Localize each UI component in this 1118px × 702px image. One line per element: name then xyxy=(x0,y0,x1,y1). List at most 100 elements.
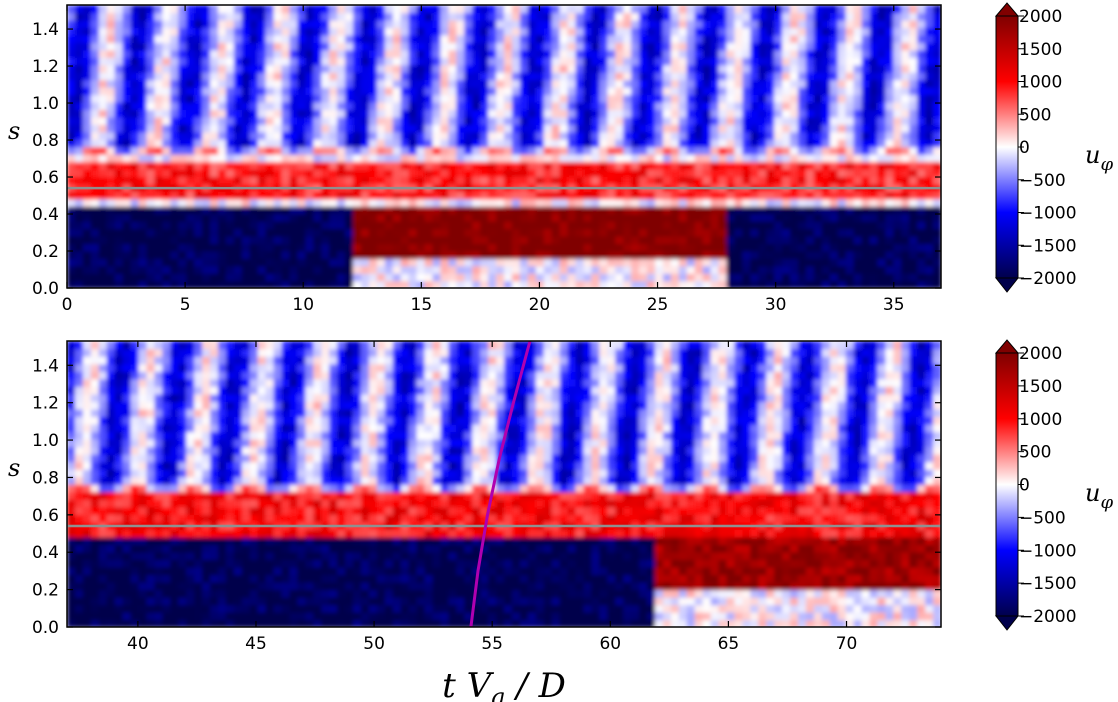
heatmap-cell xyxy=(480,19,489,29)
heatmap-cell xyxy=(694,64,704,73)
heatmap-cell xyxy=(114,258,124,267)
heatmap-cell xyxy=(742,176,752,185)
heatmap-cell xyxy=(456,198,465,207)
heatmap-cell xyxy=(90,446,100,455)
heatmap-cell xyxy=(925,258,934,267)
heatmap-cell xyxy=(670,168,680,177)
heatmap-cell xyxy=(750,139,759,148)
heatmap-cell xyxy=(257,161,267,170)
heatmap-cell xyxy=(575,228,585,237)
heatmap-cell xyxy=(82,453,92,463)
heatmap-cell xyxy=(98,124,108,133)
heatmap-cell xyxy=(480,153,489,163)
heatmap-cell xyxy=(218,363,227,372)
heatmap-cell xyxy=(162,250,171,259)
heatmap-cell xyxy=(662,235,672,245)
heatmap-cell xyxy=(146,258,156,267)
heatmap-cell xyxy=(829,86,839,96)
heatmap-cell xyxy=(225,64,235,73)
heatmap-cell xyxy=(90,176,100,185)
heatmap-cell xyxy=(345,213,354,222)
heatmap-cell xyxy=(607,34,616,43)
heatmap-cell xyxy=(845,19,855,29)
heatmap-cell xyxy=(225,49,235,58)
heatmap-cell xyxy=(559,101,569,110)
heatmap-cell xyxy=(376,221,386,230)
heatmap-cell xyxy=(782,258,791,267)
heatmap-cell xyxy=(400,27,410,36)
heatmap-cell xyxy=(98,574,108,583)
heatmap-cell xyxy=(821,42,831,51)
heatmap-cell xyxy=(527,27,537,36)
heatmap-cell xyxy=(798,19,807,29)
heatmap-cell xyxy=(782,131,791,140)
heatmap-cell xyxy=(130,499,140,508)
heatmap-cell xyxy=(567,57,577,66)
heatmap-cell xyxy=(106,544,116,553)
heatmap-cell xyxy=(281,250,291,259)
heatmap-cell xyxy=(90,79,100,88)
heatmap-cell xyxy=(575,206,585,215)
heatmap-cell xyxy=(178,363,187,372)
heatmap-cell xyxy=(194,491,203,500)
heatmap-cell xyxy=(607,27,616,36)
heatmap-cell xyxy=(178,5,187,14)
heatmap-cell xyxy=(74,468,84,478)
heatmap-cell xyxy=(607,146,616,155)
heatmap-cell xyxy=(74,116,84,125)
heatmap-cell xyxy=(607,265,616,274)
heatmap-cell xyxy=(114,401,124,410)
heatmap-cell xyxy=(686,265,696,274)
heatmap-cell xyxy=(718,250,728,259)
heatmap-cell xyxy=(567,86,577,96)
heatmap-cell xyxy=(400,116,410,125)
heatmap-cell xyxy=(98,221,108,230)
heatmap-cell xyxy=(472,258,481,267)
heatmap-cell xyxy=(623,124,632,133)
heatmap-cell xyxy=(559,42,569,51)
heatmap-cell xyxy=(225,94,235,103)
heatmap-cell xyxy=(527,243,537,252)
heatmap-cell xyxy=(273,153,283,163)
heatmap-cell xyxy=(130,131,140,140)
heatmap-cell xyxy=(702,206,712,215)
heatmap-cell xyxy=(432,191,442,200)
heatmap-cell xyxy=(766,131,775,140)
heatmap-cell xyxy=(178,221,187,230)
y-axis-top: 0.00.20.40.60.81.01.21.4 xyxy=(32,20,941,299)
heatmap-cell xyxy=(742,280,752,288)
heatmap-cell xyxy=(273,116,283,125)
heatmap-cell xyxy=(416,153,426,163)
heatmap-cell xyxy=(218,371,227,380)
heatmap-cell xyxy=(384,258,394,267)
heatmap-cell xyxy=(74,191,84,200)
heatmap-cell xyxy=(813,139,823,148)
heatmap-cell xyxy=(774,116,783,125)
heatmap-cell xyxy=(615,139,624,148)
heatmap-cell xyxy=(607,153,616,163)
heatmap-cell xyxy=(146,116,156,125)
heatmap-cell xyxy=(567,146,577,155)
heatmap-cell xyxy=(877,116,887,125)
heatmap-cell xyxy=(559,161,569,170)
heatmap-cell xyxy=(790,64,799,73)
heatmap-cell xyxy=(599,153,608,163)
heatmap-cell xyxy=(98,273,108,282)
heatmap-cell xyxy=(567,258,577,267)
heatmap-cell xyxy=(837,258,847,267)
heatmap-cell xyxy=(361,161,370,170)
heatmap-cell xyxy=(670,153,680,163)
heatmap-cell xyxy=(194,514,203,523)
heatmap-cell xyxy=(130,146,140,155)
heatmap-cell xyxy=(376,72,386,81)
heatmap-cell xyxy=(805,258,815,267)
heatmap-cell xyxy=(925,94,934,103)
heatmap-cell xyxy=(933,94,941,103)
heatmap-cell xyxy=(829,221,839,230)
heatmap-cell xyxy=(337,168,346,177)
heatmap-cell xyxy=(591,86,601,96)
heatmap-cell xyxy=(210,273,219,282)
heatmap-cell xyxy=(353,86,362,96)
heatmap-cell xyxy=(615,198,624,207)
heatmap-cell xyxy=(742,116,752,125)
